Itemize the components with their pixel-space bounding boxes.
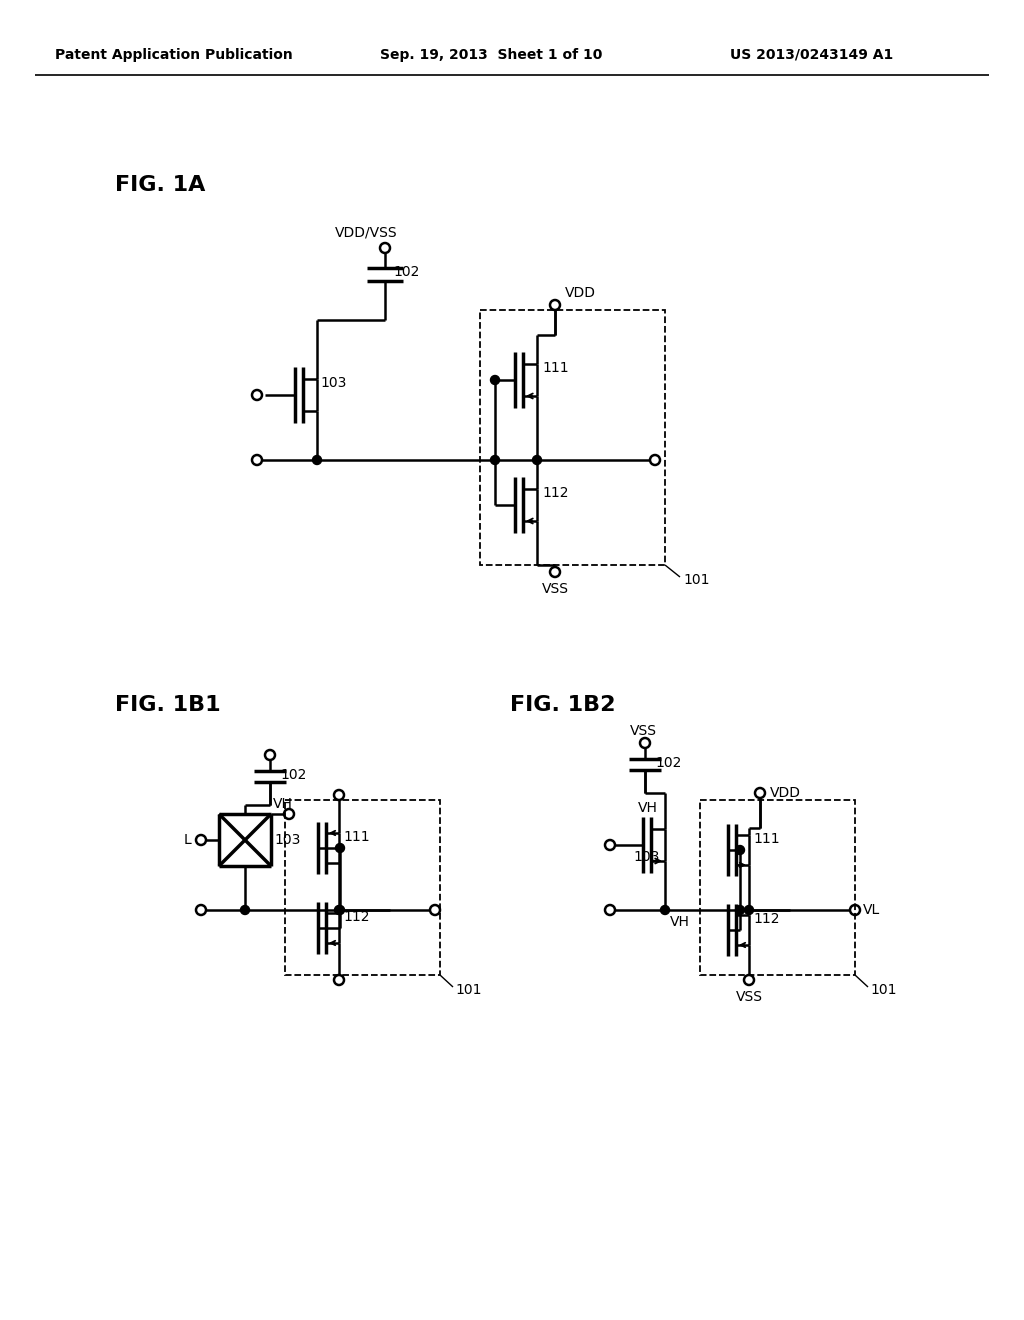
Circle shape [490, 375, 500, 384]
Circle shape [490, 455, 500, 465]
Circle shape [532, 455, 542, 465]
Text: Sep. 19, 2013  Sheet 1 of 10: Sep. 19, 2013 Sheet 1 of 10 [380, 48, 602, 62]
Circle shape [336, 906, 344, 915]
Text: 102: 102 [393, 265, 420, 279]
Text: 103: 103 [633, 850, 659, 865]
Circle shape [241, 906, 250, 915]
Text: 103: 103 [319, 376, 346, 389]
Text: 111: 111 [542, 360, 568, 375]
Text: VH: VH [670, 915, 690, 929]
Text: 102: 102 [655, 756, 681, 770]
Text: VDD: VDD [565, 286, 596, 300]
Text: 101: 101 [870, 983, 896, 997]
Text: 112: 112 [542, 486, 568, 500]
Text: VH: VH [638, 801, 657, 814]
Text: VDD: VDD [770, 785, 801, 800]
Text: VSS: VSS [630, 723, 657, 738]
Text: L: L [183, 833, 191, 847]
Text: 101: 101 [455, 983, 481, 997]
Text: FIG. 1B1: FIG. 1B1 [115, 696, 220, 715]
Text: VSS: VSS [735, 990, 763, 1005]
Text: 111: 111 [343, 830, 370, 843]
Text: 101: 101 [683, 573, 710, 587]
Circle shape [735, 906, 744, 915]
Text: FIG. 1A: FIG. 1A [115, 176, 206, 195]
Text: VDD/VSS: VDD/VSS [335, 226, 397, 240]
Text: 111: 111 [753, 832, 779, 846]
Text: 112: 112 [343, 909, 370, 924]
Text: VSS: VSS [542, 582, 568, 597]
Text: 112: 112 [753, 912, 779, 927]
Text: 103: 103 [274, 833, 300, 847]
Circle shape [660, 906, 670, 915]
Circle shape [336, 843, 344, 853]
Text: Patent Application Publication: Patent Application Publication [55, 48, 293, 62]
Circle shape [335, 906, 343, 915]
Circle shape [735, 846, 744, 854]
Text: FIG. 1B2: FIG. 1B2 [510, 696, 615, 715]
Text: 102: 102 [280, 768, 306, 781]
Text: VL: VL [863, 903, 881, 917]
Circle shape [312, 455, 322, 465]
Text: VH: VH [273, 797, 293, 810]
Circle shape [744, 906, 754, 915]
Text: US 2013/0243149 A1: US 2013/0243149 A1 [730, 48, 893, 62]
